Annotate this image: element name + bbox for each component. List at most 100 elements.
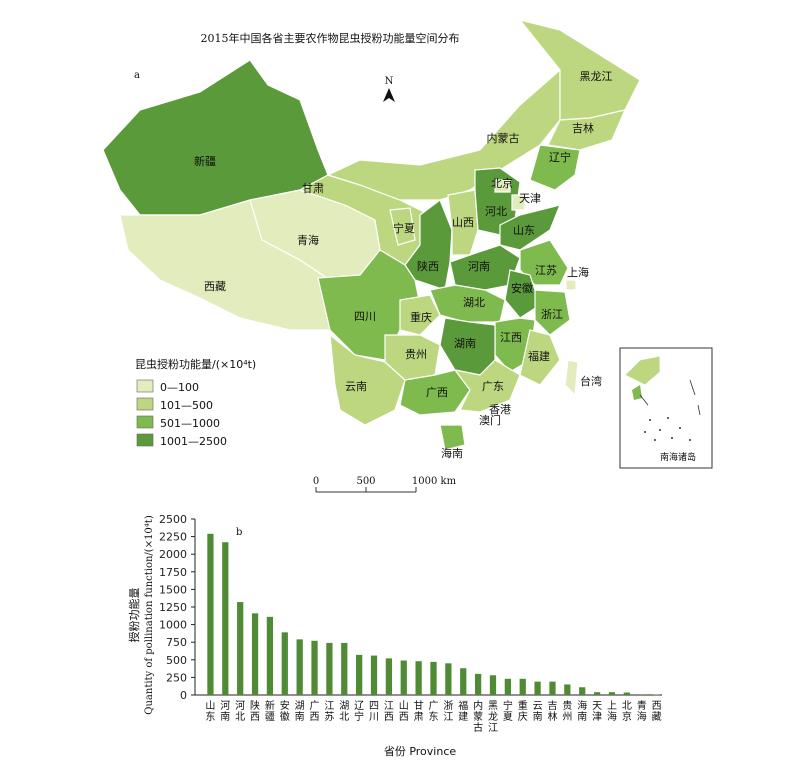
label-shanghai: 上海: [567, 265, 589, 279]
legend-swatch-3: [136, 415, 154, 429]
label-henan: 河南: [468, 260, 490, 273]
label-hongkong: 香港: [489, 403, 511, 416]
chart-axes: 0 250 500 750 1000 1250 1500 1750 2000 2250 2500: [159, 513, 662, 702]
label-jiangxi: 江西: [500, 331, 522, 344]
bar: [623, 692, 630, 695]
label-fujian: 福建: [528, 349, 550, 363]
scale-tick-1000: 1000 km: [412, 476, 457, 487]
x-tick-label: 辽宁: [354, 700, 364, 723]
province-tianjin: [511, 194, 526, 211]
bar: [356, 654, 363, 695]
label-guangdong: 广东: [482, 380, 504, 393]
bar: [415, 661, 422, 695]
map-legend: 昆虫授粉功能量/(×10⁴t) 0—100 101—500 501—1000 1…: [135, 357, 256, 448]
bar: [237, 602, 244, 695]
province-labels: 黑龙江 吉林 辽宁 内蒙古 北京 天津 河北 山西 山东 宁夏 甘肃 新疆 青海…: [194, 70, 613, 460]
inset-label: 南海诸岛: [660, 451, 696, 463]
label-taiwan: 台湾: [580, 374, 602, 388]
x-tick-label: 新疆: [265, 699, 275, 723]
bar: [593, 692, 601, 695]
y-tick-label: 250: [166, 671, 187, 684]
y-axis-label-en: Quantity of pollination function/(×10⁴t): [144, 515, 155, 715]
province-taiwan: [564, 359, 579, 397]
label-shaanxi: 陕西: [417, 259, 439, 273]
south-china-sea-inset: 南海诸岛: [619, 347, 713, 469]
label-shanxi: 山西: [452, 216, 474, 229]
x-tick-label: 陕西: [250, 699, 260, 723]
x-tick-label: 黑龙江: [488, 700, 498, 734]
label-macau: 澳门: [479, 413, 501, 427]
bar: [653, 694, 660, 696]
legend-title: 昆虫授粉功能量/(×10⁴t): [135, 357, 256, 371]
x-tick-label: 广东: [429, 700, 439, 723]
y-tick-label: 1750: [159, 566, 187, 579]
label-guangxi: 广西: [426, 386, 448, 399]
north-label: N: [385, 76, 394, 87]
panel-label-b: b: [236, 527, 242, 538]
bar: [638, 694, 645, 695]
bar: [564, 684, 571, 695]
label-chongqing: 重庆: [410, 310, 432, 324]
province-yunnan: [329, 333, 406, 426]
legend-label-1: 0—100: [160, 381, 199, 394]
scale-tick-500: 500: [356, 476, 375, 487]
bar: [311, 640, 318, 695]
x-tick-label: 青海: [637, 699, 647, 723]
label-zhejiang: 浙江: [541, 308, 563, 321]
x-tick-label: 北京: [622, 700, 632, 723]
x-tick-label: 四川: [369, 701, 379, 723]
x-tick-label: 湖北: [339, 700, 349, 723]
bar: [281, 632, 288, 695]
map-title: 2015年中国各省主要农作物昆虫授粉功能量空间分布: [201, 31, 460, 45]
legend-swatch-1: [136, 379, 154, 393]
china-map: 2015年中国各省主要农作物昆虫授粉功能量空间分布 a: [102, 18, 713, 493]
label-qinghai: 青海: [297, 233, 319, 247]
x-tick-label: 上海: [607, 700, 617, 723]
x-tick-label: 江苏: [324, 700, 334, 723]
x-tick-label: 安徽: [280, 699, 290, 723]
bar: [296, 639, 303, 695]
y-tick-label: 1000: [159, 619, 187, 632]
label-jilin: 吉林: [572, 121, 594, 135]
legend-label-4: 1001—2500: [160, 435, 227, 448]
y-tick-label: 2000: [159, 548, 187, 561]
label-tianjin: 天津: [519, 192, 541, 205]
y-axis-label-cn: 授粉功能量: [127, 588, 141, 643]
bar: [504, 678, 511, 695]
bar: [341, 642, 348, 695]
province-jiangsu: [519, 239, 569, 286]
x-tick-label: 吉林: [547, 700, 557, 723]
x-tick-label: 重庆: [518, 699, 528, 723]
bar: [534, 681, 541, 695]
bar: [549, 681, 556, 695]
label-hebei: 河北: [485, 205, 507, 218]
y-tick-label: 1500: [159, 583, 187, 596]
bar: [579, 687, 586, 695]
label-heilongjiang: 黑龙江: [580, 70, 613, 83]
province-liaoning: [529, 144, 581, 191]
province-neimenggu: [326, 68, 561, 201]
x-tick-label: 内蒙古: [473, 699, 483, 734]
bar: [326, 642, 333, 695]
x-tick-label: 河北: [235, 700, 245, 723]
bar: [251, 613, 259, 695]
chart-bars: [207, 533, 660, 696]
bar: [430, 661, 437, 695]
y-tick-label: 2250: [159, 531, 187, 544]
y-tick-label: 0: [180, 689, 187, 702]
y-tick-label: 1250: [159, 601, 187, 614]
bar: [445, 663, 452, 695]
province-fujian: [519, 329, 561, 386]
bar-chart: 0 250 500 750 1000 1250 1500 1750 2000 2250 2500 山…: [127, 513, 662, 758]
chart-x-tick-labels: 山东河南河北陕西新疆安徽湖南广西江苏湖北辽宁四川江西山西甘肃广东浙江福建内蒙古黑…: [205, 699, 661, 734]
legend-swatch-2: [136, 397, 154, 411]
label-beijing: 北京: [491, 176, 513, 190]
label-liaoning: 辽宁: [549, 150, 571, 164]
label-sichuan: 四川: [354, 310, 376, 323]
label-neimenggu: 内蒙古: [487, 131, 520, 145]
panel-label-a: a: [134, 70, 140, 81]
x-tick-label: 广西: [310, 700, 320, 723]
label-yunnan: 云南: [345, 380, 367, 393]
legend-label-2: 101—500: [160, 399, 213, 412]
y-tick-label: 500: [166, 654, 187, 667]
